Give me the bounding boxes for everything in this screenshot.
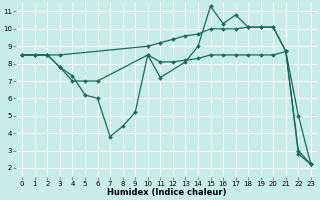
X-axis label: Humidex (Indice chaleur): Humidex (Indice chaleur) <box>107 188 226 197</box>
